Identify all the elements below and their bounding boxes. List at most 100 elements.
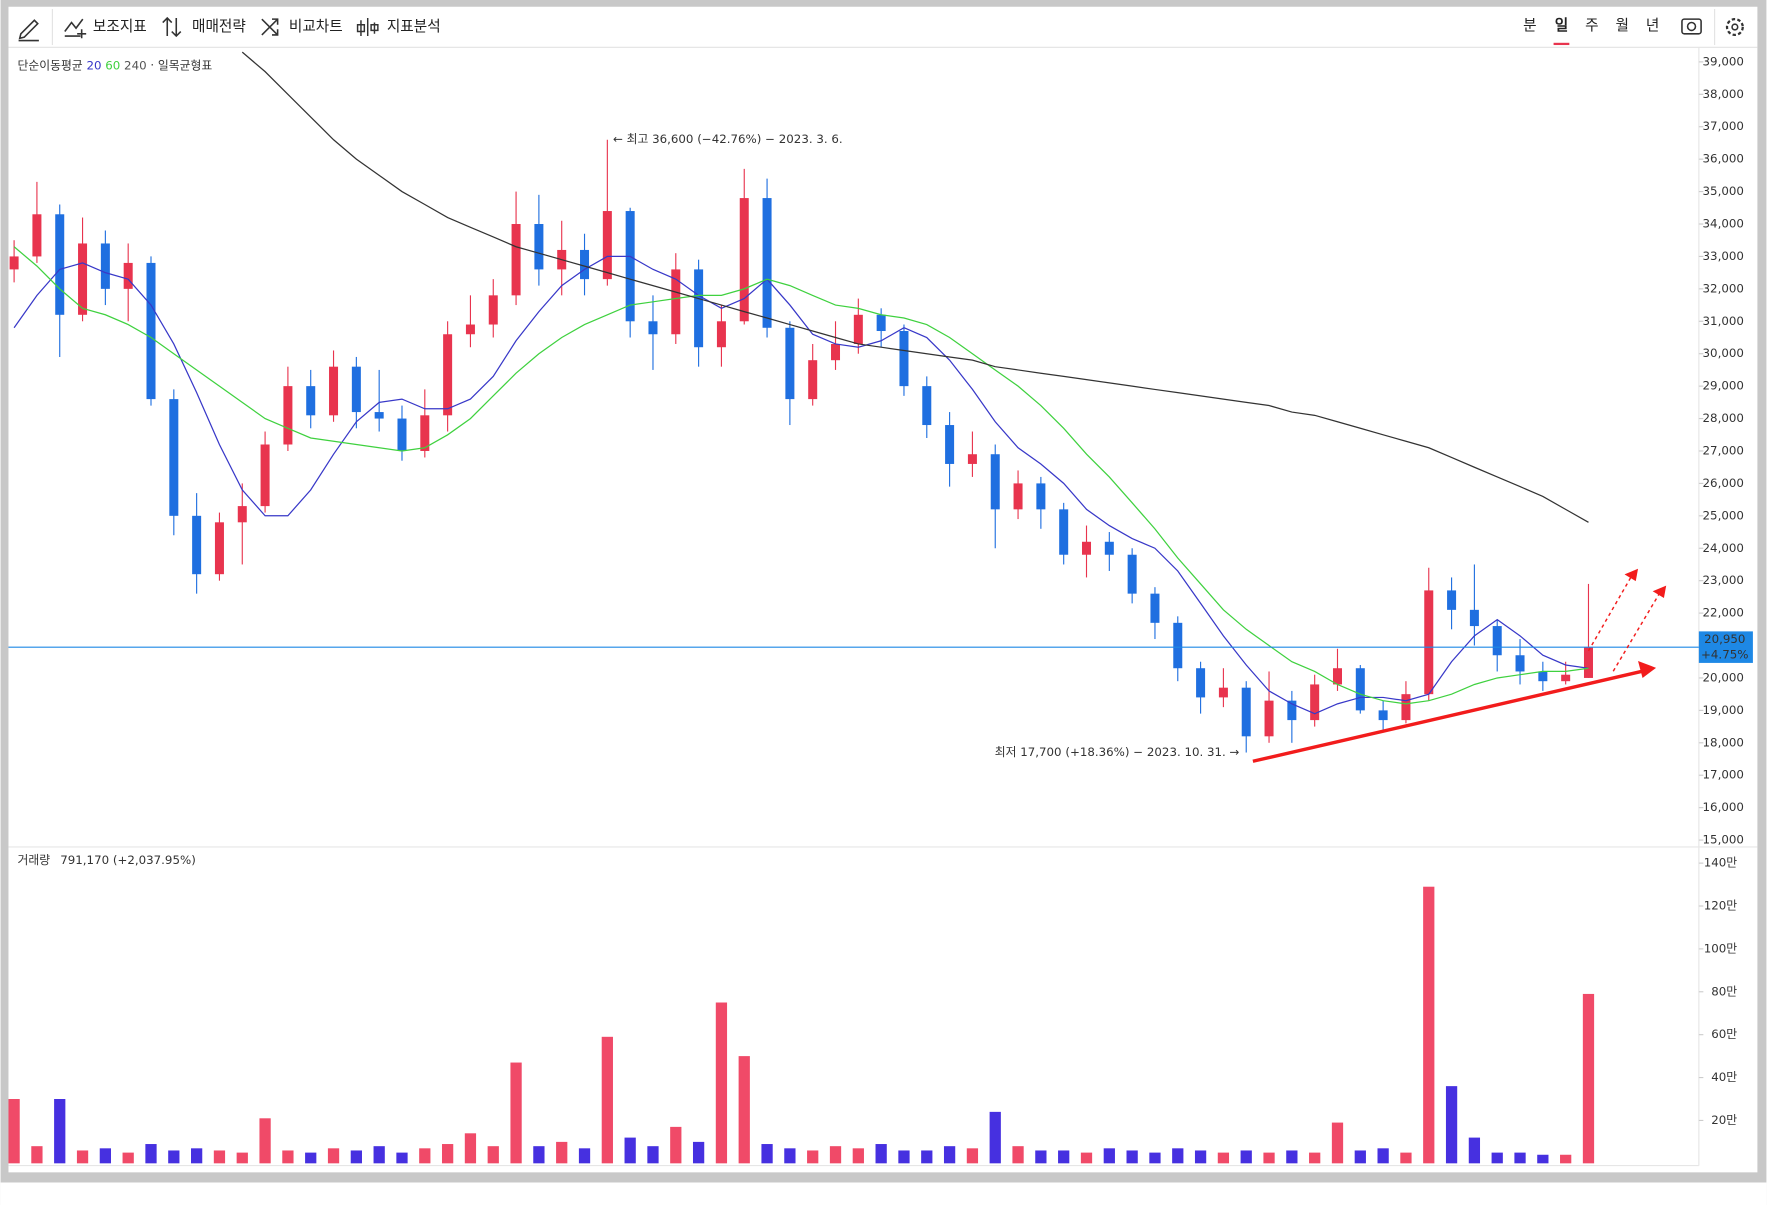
candle-body [671,269,681,335]
period-button[interactable]: 분 [1523,17,1536,34]
candle-body [351,366,361,413]
volume-bar [761,1144,773,1164]
volume-bar [1126,1150,1138,1164]
volume-bar [1331,1122,1344,1164]
compare-icon[interactable] [261,18,279,36]
volume-bar [1468,1137,1481,1164]
indicator-icon[interactable] [64,18,87,39]
legend-item: 60 [105,58,120,72]
candle-body [1036,483,1046,510]
candle-body [146,262,156,400]
candle-body [831,343,841,361]
volume-bar [1286,1150,1298,1164]
legend: 단순이동평균 20 60 240 · 일목균형표 [17,58,212,72]
candle-body [1127,554,1137,594]
period-button[interactable]: 주 [1585,17,1598,34]
volume-bar [213,1150,226,1164]
y-tick-label: 27,000 [1703,443,1744,457]
volume-bar [350,1150,362,1164]
candle-body [1424,590,1434,695]
candle-body [1150,593,1160,623]
y-tick-label: 22,000 [1703,606,1744,620]
volume-bar [464,1133,477,1164]
candle-body [78,243,88,315]
pencil-icon[interactable] [18,19,39,42]
legend-item: 일목균형표 [158,58,212,72]
analysis-icon[interactable] [356,18,379,37]
candle-body [945,425,955,464]
y-tick-label: 33,000 [1703,249,1744,263]
y-tick-label: 100만 [1704,941,1738,955]
volume-bar [1240,1150,1252,1164]
candle-body [260,444,270,507]
candle-body [1081,541,1092,555]
y-tick-label: 32,000 [1703,281,1744,295]
y-tick-label: 29,000 [1703,379,1744,393]
strategy-icon[interactable] [162,16,182,38]
tool-button[interactable]: 지표분석 [387,18,441,35]
candle-body [32,214,42,257]
y-tick-label: 18,000 [1703,735,1744,749]
candle-body [374,412,384,419]
candle-body [100,243,110,289]
y-tick-label: 23,000 [1703,573,1744,587]
y-tick-label: 120만 [1704,899,1738,913]
dotted-arrow [1612,593,1661,672]
volume-bar [76,1150,89,1164]
volume-bar [578,1148,591,1164]
volume-bar [168,1150,180,1164]
period-button[interactable]: 년 [1646,17,1659,34]
volume-bar [419,1148,431,1164]
candle-body [534,224,544,270]
candle-body [1515,655,1525,672]
volume-bar [943,1146,956,1164]
candle-body [967,454,977,464]
tool-button[interactable]: 매매전략 [192,18,246,35]
volume-bar [259,1118,271,1164]
volume-bar [1194,1150,1207,1164]
price-label: 20,950 [1704,632,1745,646]
candle-body [602,211,612,280]
tool-button[interactable]: 보조지표 [93,18,147,35]
candle-body [762,198,772,328]
volume-bar [647,1146,659,1164]
ma-line [13,246,1589,705]
y-tick-label: 19,000 [1703,703,1744,717]
settings-icon[interactable] [1725,18,1744,37]
period-button[interactable]: 월 [1616,17,1629,34]
y-tick-label: 30,000 [1703,346,1744,360]
drawings [1252,568,1667,763]
volume-bar [898,1150,910,1164]
y-tick-label: 26,000 [1703,476,1744,490]
dotted-arrow [1587,576,1632,652]
y-tick-label: 80만 [1711,984,1737,998]
y-tick-label: 28,000 [1703,411,1744,425]
candle-body [1447,590,1457,610]
candle-body [488,295,498,325]
volume-bar [670,1126,682,1164]
candle-body [123,262,133,289]
candle-body [739,198,749,322]
y-tick-label: 15,000 [1703,833,1744,847]
candle-body [283,386,293,445]
candle-body [1173,622,1183,669]
candle-body [1561,674,1571,682]
candle-body [808,360,818,400]
candle-body [443,334,453,416]
period-button[interactable]: 일 [1555,17,1568,34]
candle-body [1538,671,1548,682]
volume-bar [829,1146,842,1164]
camera-icon[interactable] [1681,18,1702,35]
candle-body [990,454,1000,510]
volume-bar [31,1146,43,1164]
volume-bar [1514,1152,1526,1164]
volume-bar [373,1146,385,1164]
bottom-strip [0,1182,1767,1205]
volume-bar [305,1152,317,1164]
volume-bar [396,1152,408,1164]
volume-title: 거래량 [17,853,50,867]
y-tick-label: 37,000 [1703,119,1744,133]
candle-body [1401,694,1411,721]
tool-button[interactable]: 비교차트 [289,18,343,35]
